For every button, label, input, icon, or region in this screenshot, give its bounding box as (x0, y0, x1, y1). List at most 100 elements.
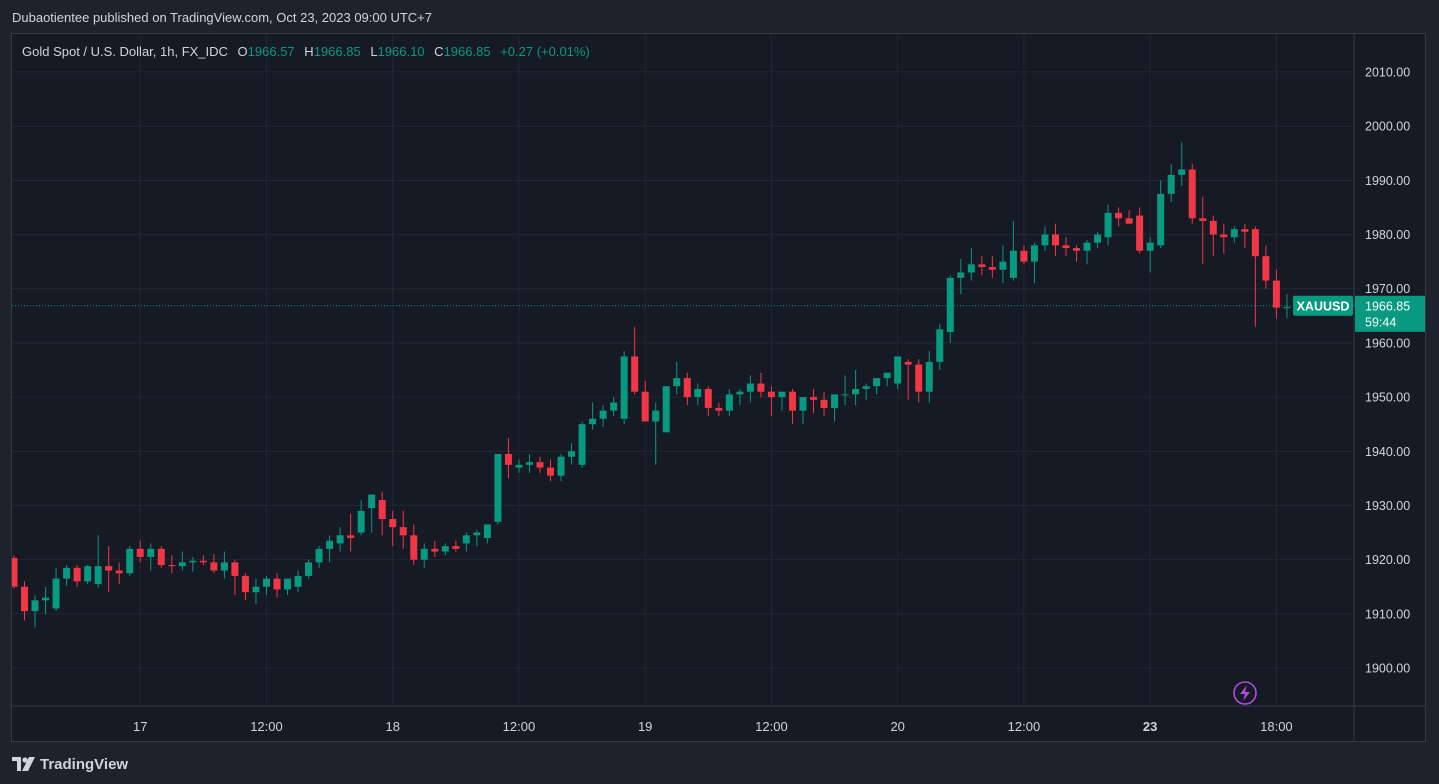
candle-body (452, 546, 460, 549)
candle-body (157, 548, 165, 566)
candle-body (862, 386, 870, 389)
candle-body (136, 548, 144, 557)
candle-body (399, 527, 407, 536)
candle-body (1157, 193, 1165, 246)
candle-body (1041, 234, 1049, 246)
candle-body (799, 397, 807, 411)
x-tick-label: 12:00 (250, 719, 283, 734)
candle-body (1083, 242, 1091, 251)
candle-body (220, 562, 228, 571)
candle-body (599, 410, 607, 419)
candle-body (957, 272, 965, 278)
candle-body (610, 402, 618, 411)
x-tick-label: 19 (638, 719, 652, 734)
candle-body (1188, 169, 1196, 219)
candle-body (315, 548, 323, 563)
candle-body (1230, 229, 1238, 238)
candle-body (536, 462, 544, 468)
footer-brand[interactable]: TradingView (12, 754, 128, 774)
candle-body (589, 418, 597, 425)
candle-body (925, 361, 933, 392)
candle-body (1146, 242, 1154, 251)
candle-body (73, 567, 81, 582)
candle-body (284, 578, 292, 590)
candle-body (1178, 169, 1186, 175)
candle-body (915, 364, 923, 392)
candle-body (1167, 174, 1175, 194)
candle-body (84, 566, 92, 582)
symbol-tag (1293, 295, 1353, 316)
candle-body (1115, 212, 1123, 219)
candle-body (199, 560, 207, 563)
candle-body (1220, 234, 1228, 238)
candle-body (1272, 280, 1280, 308)
y-tick-label: 1900.00 (1365, 662, 1410, 676)
candle-body (1020, 250, 1028, 262)
candle-body (21, 586, 29, 612)
legend-close-value: 1966.85 (443, 44, 491, 59)
candle-body (515, 464, 523, 468)
chart-frame[interactable]: 1900.00 1910.00 1920.00 1930.00 1940.00 1950.… (11, 33, 1426, 742)
y-tick-label: 1920.00 (1365, 553, 1410, 567)
candle-body (168, 565, 176, 567)
candle-body (1283, 307, 1291, 309)
legend-high-label: H (304, 44, 314, 59)
candle-body (1094, 234, 1102, 243)
candle-body (252, 586, 260, 593)
y-tick-label: 1940.00 (1365, 445, 1410, 459)
candle-body (662, 386, 670, 433)
legend-close-label: C (434, 44, 444, 59)
candle-body (631, 356, 639, 392)
price-tag (1355, 295, 1425, 332)
x-tick-label: 20 (890, 719, 904, 734)
tradingview-logo-icon (12, 757, 35, 771)
candle-body (1051, 234, 1059, 246)
candle-body (694, 388, 702, 398)
candle-body (525, 462, 533, 465)
candle-body (620, 356, 628, 419)
candle-body (999, 261, 1007, 270)
candle-body (273, 578, 281, 590)
candle-body (126, 548, 134, 574)
candle-body (810, 397, 818, 400)
candle-body (746, 383, 754, 392)
candle-body (725, 394, 733, 411)
candle-body (494, 454, 502, 522)
candle-body (715, 407, 723, 411)
y-tick-label: 1980.00 (1365, 228, 1410, 242)
x-tick-label: 18 (385, 719, 399, 734)
candle-body (52, 578, 60, 609)
candle-body (1251, 229, 1259, 257)
candle-body (94, 566, 102, 585)
candle-body (1073, 248, 1081, 251)
candlestick-chart[interactable]: 1900.00 1910.00 1920.00 1930.00 1940.00 1950.… (12, 34, 1426, 742)
candle-body (757, 383, 765, 392)
x-tick-label: 12:00 (1008, 719, 1041, 734)
candle-body (820, 399, 828, 408)
candle-body (1009, 250, 1017, 278)
candle-body (778, 391, 786, 398)
candle-body (410, 535, 418, 560)
candle-body (42, 597, 50, 601)
lightning-icon[interactable] (1233, 681, 1257, 705)
candle-body (115, 570, 123, 574)
candle-body (578, 424, 586, 465)
candle-body (652, 410, 660, 422)
legend-open-value: 1966.57 (247, 44, 295, 59)
candle-body (473, 532, 481, 536)
candle-body (1125, 218, 1133, 224)
candle-body (873, 378, 881, 387)
candle-body (462, 535, 470, 544)
price-tag-value: 1966.85 (1365, 299, 1410, 313)
candle-body (967, 264, 975, 273)
candle-body (704, 388, 712, 408)
candle-body (368, 494, 376, 509)
candle-body (1241, 229, 1249, 232)
candle-body (389, 519, 397, 528)
candle-body (1030, 245, 1038, 262)
candle-body (210, 562, 218, 571)
y-tick-label: 1910.00 (1365, 607, 1410, 621)
candle-body (936, 329, 944, 362)
candle-body (262, 578, 270, 587)
candle-body (231, 562, 239, 576)
